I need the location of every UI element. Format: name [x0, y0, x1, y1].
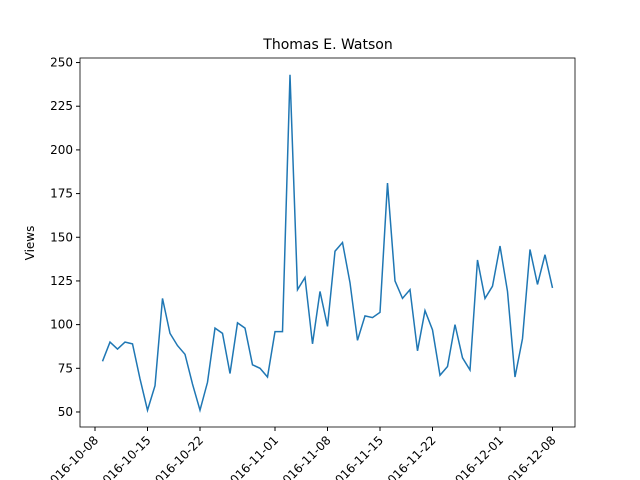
y-tick-label: 225	[50, 99, 73, 113]
x-tick-label: 2016-10-15	[94, 433, 153, 480]
y-tick-label: 50	[58, 405, 73, 419]
y-axis-label: Views	[23, 226, 37, 261]
y-tick-label: 150	[50, 230, 73, 244]
y-tick-label: 250	[50, 56, 73, 70]
chart-title: Thomas E. Watson	[262, 37, 392, 53]
x-tick-label: 2016-10-22	[147, 433, 206, 480]
y-tick-label: 200	[50, 143, 73, 157]
x-tick-label: 2016-11-01	[222, 433, 281, 480]
y-tick-label: 175	[50, 187, 73, 201]
y-tick-label: 125	[50, 274, 73, 288]
x-tick-label: 2016-12-08	[499, 433, 558, 480]
line	[101, 74, 554, 414]
x-tick-label: 2016-12-01	[447, 433, 506, 480]
x-tick-label: 2016-10-08	[42, 433, 101, 480]
y-tick-label: 100	[50, 318, 73, 332]
y-tick-label: 75	[58, 361, 73, 375]
plot-frame	[79, 57, 576, 428]
x-tick-label: 2016-11-08	[274, 433, 333, 480]
x-tick-label: 2016-11-22	[379, 433, 438, 480]
x-tick-label: 2016-11-15	[327, 433, 386, 480]
